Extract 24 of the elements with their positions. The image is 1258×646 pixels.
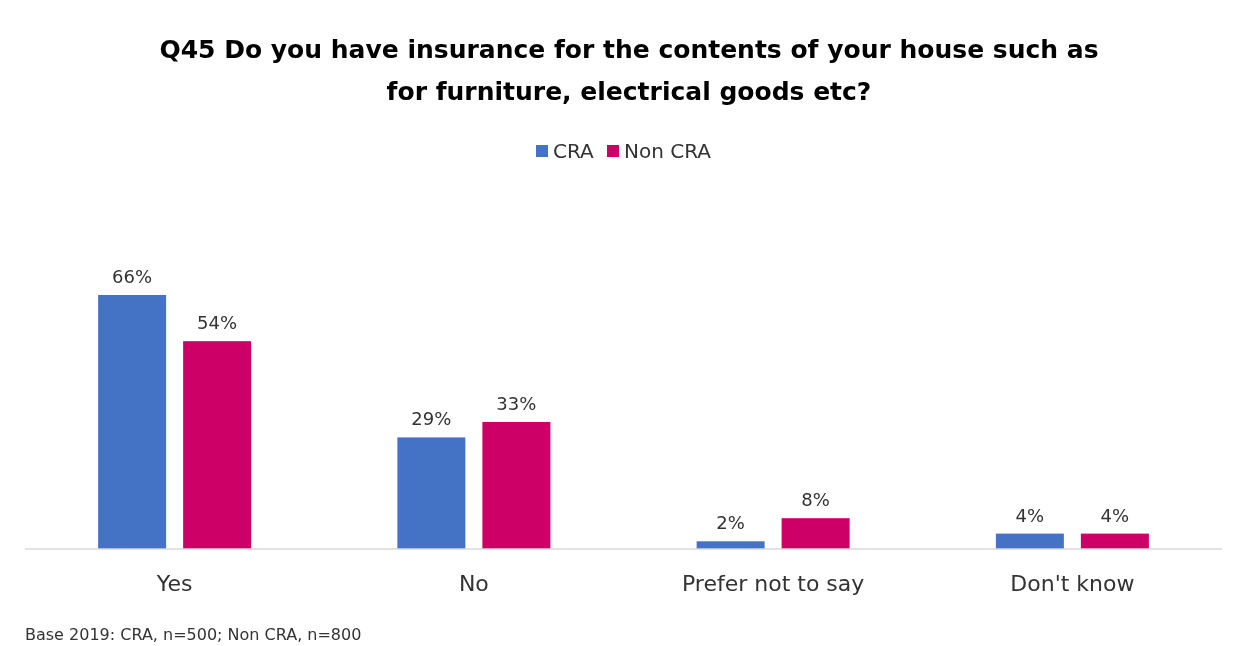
data-label: 8% [801,489,830,511]
data-label: 29% [411,408,452,430]
bar [183,341,252,549]
text: Base 2019: CRA, n=500; Non CRA, n=800 [25,625,362,644]
data-label: 66% [112,266,153,287]
bar [397,437,466,549]
bar [482,422,551,549]
data-label: 4% [1015,504,1045,526]
bar [781,518,850,549]
bar [1080,533,1149,549]
x-tick-label: No [458,571,489,596]
x-tick-label: Don't know [1010,571,1135,596]
x-tick-label: Prefer not to say [681,571,865,596]
bar [98,295,167,549]
chart-title: Q45 Do you have insurance for the contents of your house such as for furniture, electrical goods etc? [159,35,1099,106]
legend-label: Non CRA [624,139,712,163]
data-label: 2% [716,512,745,534]
bar [696,541,765,549]
data-label: 4% [1100,504,1130,526]
data-label: 33% [496,393,537,414]
x-tick-label: Yes [155,571,193,596]
bar [995,533,1064,549]
legend-label: CRA [553,139,595,163]
data-label: 54% [197,312,238,334]
